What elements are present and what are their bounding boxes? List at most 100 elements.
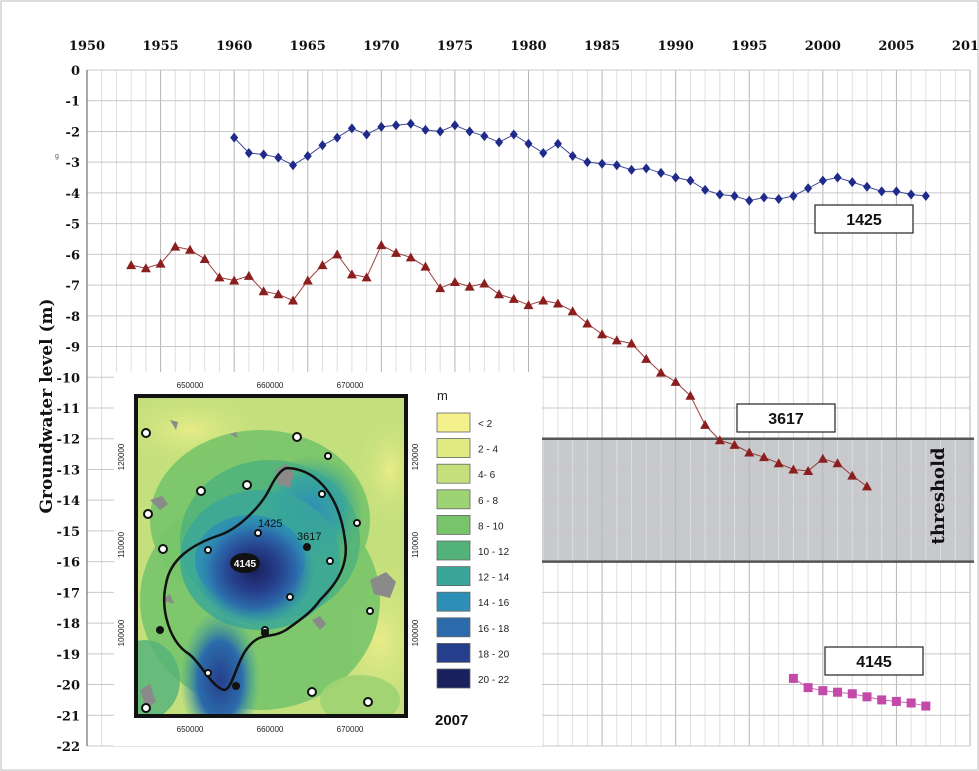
y-tick-label: -9 (66, 341, 80, 356)
map-ytick-left-3: 100000 (117, 619, 126, 646)
y-tick-label: -16 (57, 556, 81, 571)
x-tick-label: 1985 (584, 39, 620, 54)
map-xtick-bottom-3: 670000 (337, 725, 364, 734)
x-tick-label: 1975 (437, 39, 473, 54)
legend-label: 18 - 20 (478, 649, 510, 660)
point-3617 (597, 329, 607, 338)
point-1425 (672, 173, 680, 183)
point-3617 (288, 295, 298, 304)
y-tick-label: -8 (66, 310, 80, 325)
label-box-1425: 1425 (815, 205, 913, 233)
y-tick-label: -10 (57, 371, 81, 386)
legend-swatch (437, 464, 470, 483)
y-tick-label: -12 (57, 433, 81, 448)
point-1425 (274, 153, 282, 163)
y-tick-label: -1 (66, 95, 80, 110)
legend-label: 10 - 12 (478, 547, 510, 558)
y-tick-label: -7 (66, 279, 80, 294)
legend-swatch (437, 515, 470, 534)
y-tick-label: -19 (57, 648, 81, 663)
x-tick-label: 1990 (658, 39, 694, 54)
point-3617 (200, 254, 210, 263)
label-4145-text: 4145 (856, 654, 892, 671)
legend-label: < 2 (478, 419, 493, 430)
point-3617 (494, 289, 504, 298)
legend-swatch (437, 490, 470, 509)
point-3617 (391, 248, 401, 257)
point-1425 (554, 139, 562, 149)
point-3617 (479, 279, 489, 288)
legend-swatch (437, 643, 470, 662)
point-1425 (525, 139, 533, 149)
x-tick-label: 1980 (510, 39, 546, 54)
legend-swatch (437, 567, 470, 586)
map-label-4145: 4145 (234, 559, 257, 570)
point-4145 (907, 698, 916, 707)
map-xtick-bottom-1: 650000 (177, 725, 204, 734)
point-1425 (495, 137, 503, 147)
x-tick-label: 1995 (731, 39, 767, 54)
point-4145 (862, 692, 871, 701)
map-ytick-left-2: 110000 (117, 531, 126, 558)
map-xtick-top-2: 660000 (257, 381, 284, 390)
series-line-4145 (793, 678, 925, 706)
point-1425 (686, 176, 694, 186)
y-tick-label: 0 (71, 64, 80, 79)
point-3617 (244, 271, 254, 280)
point-1425 (892, 186, 900, 196)
point-4145 (921, 702, 930, 711)
legend-label: 8 - 10 (478, 521, 504, 532)
map-label-1425: 1425 (258, 518, 282, 530)
legend-year: 2007 (435, 712, 468, 729)
point-1425 (318, 140, 326, 150)
point-1425 (642, 163, 650, 173)
point-3617 (376, 240, 386, 249)
map-xtick-top-3: 670000 (337, 381, 364, 390)
y-tick-label: -18 (57, 617, 81, 632)
point-3617 (509, 294, 519, 303)
point-3617 (538, 295, 548, 304)
point-1425 (804, 183, 812, 193)
point-1425 (304, 151, 312, 161)
point-1425 (392, 120, 400, 130)
point-3617 (317, 260, 327, 269)
point-4145 (892, 697, 901, 706)
point-1425 (878, 186, 886, 196)
point-1425 (863, 182, 871, 192)
y-tick-label: -14 (57, 494, 81, 509)
point-1425 (760, 193, 768, 203)
map-ytick-right-2: 110000 (411, 531, 420, 558)
point-1425 (480, 131, 488, 141)
point-1425 (716, 189, 724, 199)
point-1425 (436, 126, 444, 136)
map-ytick-right-3: 100000 (411, 619, 420, 646)
map-xtick-top-1: 650000 (177, 381, 204, 390)
point-1425 (628, 165, 636, 175)
point-1425 (848, 177, 856, 187)
threshold-label: threshold (928, 447, 949, 544)
legend-swatch (437, 669, 470, 688)
y-tick-label: -11 (57, 402, 81, 417)
point-1425 (421, 125, 429, 135)
inset-map-contours: 4145 1425 3617 (110, 390, 440, 750)
x-tick-label: 1955 (142, 39, 178, 54)
point-3617 (126, 260, 136, 269)
point-1425 (745, 196, 753, 206)
x-tick-label: 1970 (363, 39, 399, 54)
point-1425 (775, 194, 783, 204)
point-3617 (700, 420, 710, 429)
point-3617 (347, 269, 357, 278)
legend-unit: m (437, 388, 448, 403)
y-tick-label: -4 (66, 187, 80, 202)
point-3617 (568, 306, 578, 315)
label-box-3617: 3617 (737, 404, 835, 432)
point-1425 (657, 168, 665, 178)
point-1425 (834, 173, 842, 183)
point-1425 (451, 120, 459, 130)
point-1425 (377, 122, 385, 132)
x-tick-label: 1950 (69, 39, 105, 54)
y-axis-label: Groundwater level (m) (37, 298, 57, 513)
point-4145 (804, 683, 813, 692)
y-tick-label: -5 (66, 218, 80, 233)
legend-label: 16 - 18 (478, 624, 510, 635)
